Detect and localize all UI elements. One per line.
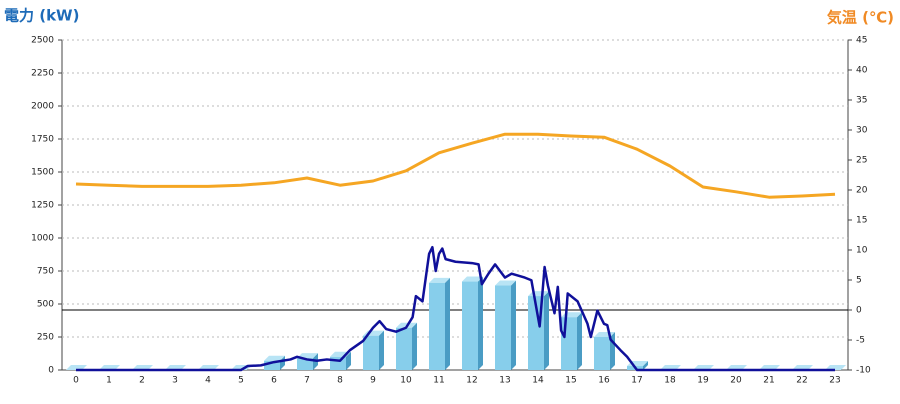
power-line [76, 245, 835, 372]
x-tick-label: 8 [337, 376, 343, 386]
bar-side [544, 291, 549, 370]
x-tick-label: 16 [598, 376, 610, 386]
bar-side [643, 361, 648, 370]
x-tick-label: 5 [238, 376, 244, 386]
bar-side [511, 280, 516, 370]
bar-side [379, 330, 384, 370]
x-tick-label: 19 [697, 376, 709, 386]
bar [528, 291, 549, 370]
y2-tick-label: 25 [856, 156, 867, 166]
y-tick-label: 250 [37, 333, 54, 343]
y-tick-label: 1000 [31, 234, 54, 244]
x-tick-label: 12 [466, 376, 477, 386]
bar-top [495, 280, 516, 286]
bar-front [561, 317, 577, 370]
y-tick-label: 750 [37, 267, 54, 277]
bar [561, 312, 582, 370]
y-tick-label: 1750 [31, 135, 54, 145]
y2-tick-label: 15 [856, 216, 867, 226]
y2-tick-label: 5 [856, 276, 862, 286]
y-tick-label: 2000 [31, 102, 54, 112]
bar-top [297, 353, 318, 359]
bar-front [396, 327, 412, 370]
y-tick-label: 1250 [31, 201, 54, 211]
y-tick-label: 500 [37, 300, 54, 310]
y2-tick-label: 10 [856, 246, 868, 256]
y2-tick-label: -5 [856, 336, 865, 346]
x-tick-label: 21 [763, 376, 774, 386]
bar-front [363, 335, 379, 370]
y2-tick-label: 0 [856, 306, 862, 316]
x-tick-label: 14 [532, 376, 544, 386]
x-tick-label: 22 [796, 376, 807, 386]
bar [363, 330, 384, 370]
bar-top [429, 277, 450, 283]
bar [495, 280, 516, 370]
bar-top [264, 355, 285, 361]
bar-front [594, 337, 610, 370]
y-axis-title: 電力 (kW) [4, 7, 79, 25]
bar-side [412, 322, 417, 370]
y2-tick-label: 35 [856, 96, 867, 106]
x-tick-label: 0 [73, 376, 79, 386]
x-tick-label: 4 [205, 376, 211, 386]
x-tick-label: 2 [139, 376, 145, 386]
bar-side [577, 312, 582, 370]
y-tick-label: 2500 [31, 36, 54, 46]
y2-tick-label: 20 [856, 186, 868, 196]
x-tick-label: 3 [172, 376, 178, 386]
bar [594, 332, 615, 370]
x-tick-label: 10 [400, 376, 412, 386]
y2-tick-label: 45 [856, 36, 867, 46]
y-tick-label: 1500 [31, 168, 54, 178]
bar-side [346, 351, 351, 370]
y-tick-label: 0 [48, 366, 54, 376]
x-tick-label: 18 [664, 376, 676, 386]
bar-front [495, 285, 511, 370]
x-tick-label: 1 [106, 376, 112, 386]
bar-top [462, 276, 483, 282]
x-tick-label: 23 [829, 376, 840, 386]
x-tick-label: 11 [433, 376, 444, 386]
y2-axis-title: 気温 (℃) [827, 9, 894, 27]
x-tick-label: 13 [499, 376, 510, 386]
y2-tick-label: -10 [856, 366, 871, 376]
bar-side [478, 276, 483, 370]
bar-front [462, 281, 478, 370]
y-tick-label: 2250 [31, 69, 54, 79]
x-tick-label: 9 [370, 376, 376, 386]
x-tick-label: 6 [271, 376, 277, 386]
bar [462, 276, 483, 370]
bar-front [297, 358, 313, 370]
bar [396, 322, 417, 370]
bar-front [429, 282, 445, 370]
x-tick-label: 17 [631, 376, 642, 386]
x-tick-label: 20 [730, 376, 742, 386]
bar-side [445, 277, 450, 370]
x-tick-label: 15 [565, 376, 576, 386]
temperature-line [75, 132, 836, 199]
y2-tick-label: 40 [856, 66, 868, 76]
bar [429, 277, 450, 370]
bar-front [264, 360, 280, 370]
x-tick-label: 7 [304, 376, 310, 386]
y2-tick-label: 30 [856, 126, 868, 136]
